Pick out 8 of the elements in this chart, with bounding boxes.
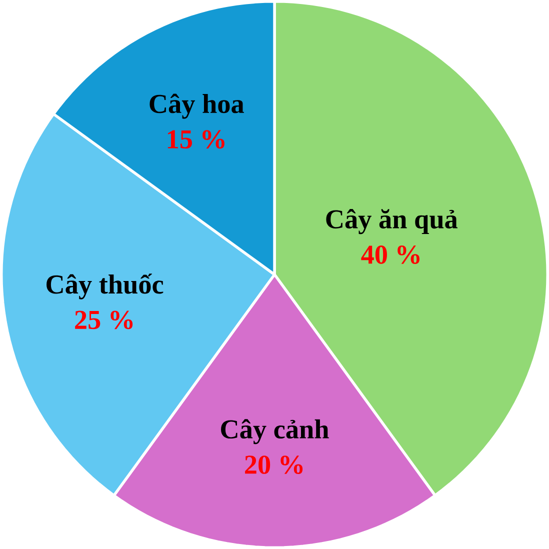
data-label: 15 % xyxy=(168,130,224,149)
slice-label: Cây thuốc xyxy=(46,274,164,300)
slice-label: Cây ăn quả xyxy=(326,209,458,234)
data-label: 25 % xyxy=(75,310,133,330)
data-label: 40 % xyxy=(361,246,420,264)
data-label: 20 % xyxy=(245,456,303,474)
slice-label: Cây hoa xyxy=(150,94,244,119)
slice-label: Cây cảnh xyxy=(221,419,329,444)
